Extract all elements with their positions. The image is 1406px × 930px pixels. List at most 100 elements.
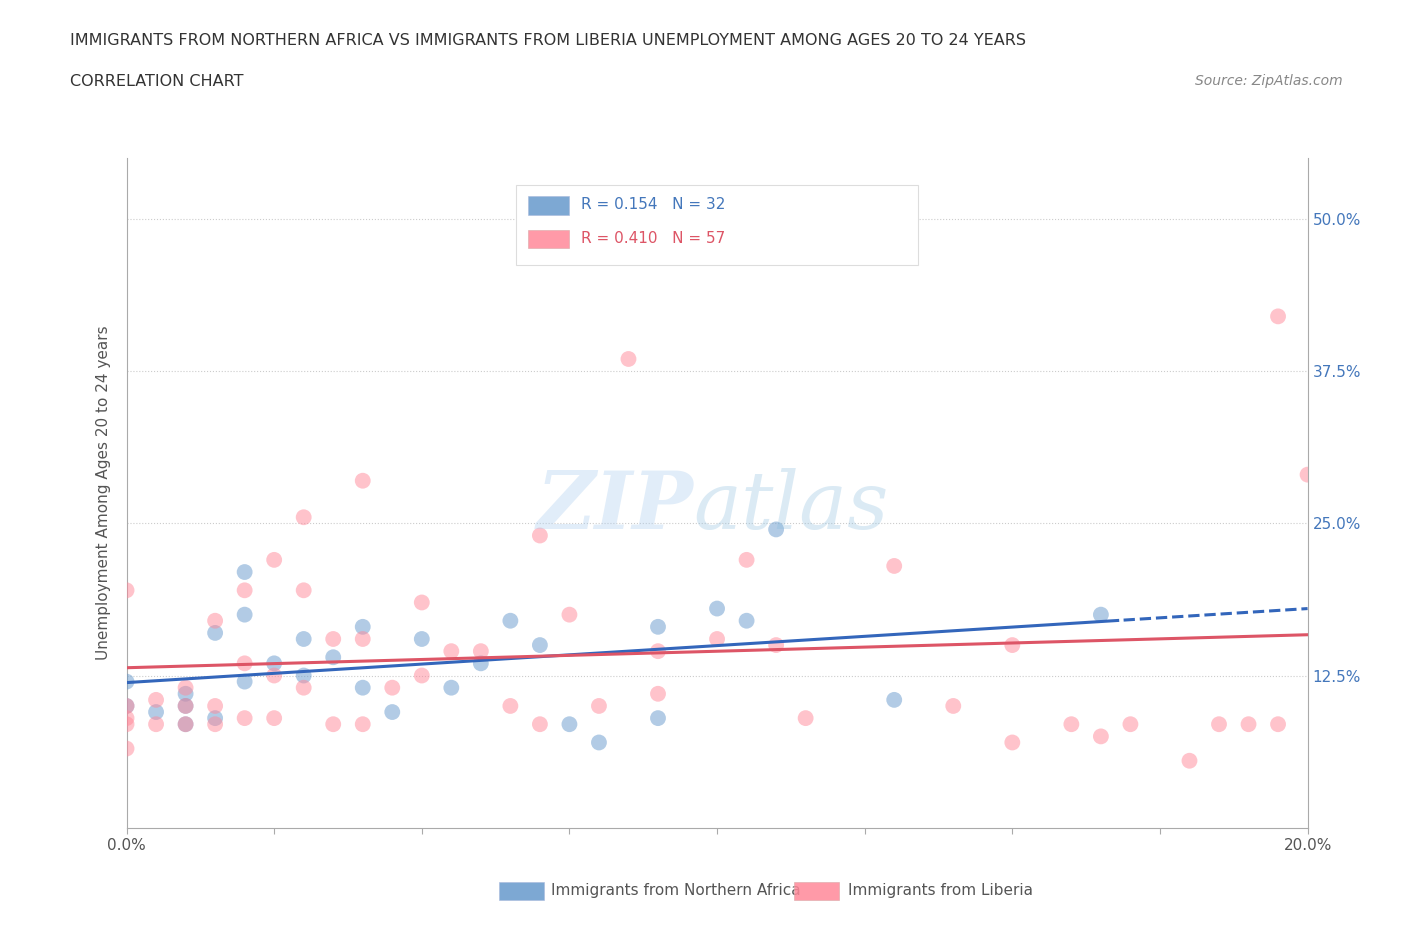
- Point: [233, 583, 256, 598]
- Point: [588, 735, 610, 750]
- Point: [174, 698, 197, 713]
- Point: [352, 619, 374, 634]
- Point: [292, 631, 315, 646]
- Point: [233, 607, 256, 622]
- Point: [529, 638, 551, 653]
- Point: [1208, 717, 1230, 732]
- Point: [440, 680, 463, 695]
- Point: [204, 711, 226, 725]
- Text: IMMIGRANTS FROM NORTHERN AFRICA VS IMMIGRANTS FROM LIBERIA UNEMPLOYMENT AMONG AG: IMMIGRANTS FROM NORTHERN AFRICA VS IMMIG…: [70, 33, 1026, 47]
- Point: [263, 711, 285, 725]
- Point: [883, 559, 905, 574]
- Point: [145, 717, 167, 732]
- Point: [529, 717, 551, 732]
- Point: [174, 698, 197, 713]
- Point: [499, 613, 522, 628]
- Y-axis label: Unemployment Among Ages 20 to 24 years: Unemployment Among Ages 20 to 24 years: [96, 326, 111, 660]
- Point: [115, 698, 138, 713]
- Point: [765, 638, 787, 653]
- Point: [647, 711, 669, 725]
- Point: [204, 698, 226, 713]
- Point: [292, 510, 315, 525]
- Text: Immigrants from Liberia: Immigrants from Liberia: [848, 884, 1033, 898]
- Point: [174, 717, 197, 732]
- Text: R = 0.154   N = 32: R = 0.154 N = 32: [581, 197, 725, 212]
- Point: [883, 693, 905, 708]
- Point: [352, 680, 374, 695]
- Point: [1119, 717, 1142, 732]
- Point: [1090, 607, 1112, 622]
- Point: [352, 473, 374, 488]
- Point: [322, 717, 344, 732]
- Point: [411, 631, 433, 646]
- Point: [292, 668, 315, 683]
- Text: Immigrants from Northern Africa: Immigrants from Northern Africa: [551, 884, 801, 898]
- Text: R = 0.410   N = 57: R = 0.410 N = 57: [581, 231, 725, 246]
- Text: ZIP: ZIP: [537, 468, 693, 545]
- Point: [233, 674, 256, 689]
- Point: [411, 668, 433, 683]
- Point: [440, 644, 463, 658]
- Point: [115, 717, 138, 732]
- Point: [1001, 735, 1024, 750]
- Point: [647, 619, 669, 634]
- Point: [233, 711, 256, 725]
- Point: [115, 711, 138, 725]
- Point: [292, 680, 315, 695]
- FancyBboxPatch shape: [529, 230, 569, 248]
- Point: [706, 631, 728, 646]
- Point: [115, 674, 138, 689]
- Point: [558, 607, 581, 622]
- Point: [292, 583, 315, 598]
- Point: [204, 613, 226, 628]
- FancyBboxPatch shape: [529, 196, 569, 215]
- Text: Source: ZipAtlas.com: Source: ZipAtlas.com: [1195, 74, 1343, 88]
- Point: [352, 717, 374, 732]
- Point: [263, 656, 285, 671]
- Point: [1001, 638, 1024, 653]
- Point: [470, 644, 492, 658]
- Point: [233, 565, 256, 579]
- Point: [381, 680, 404, 695]
- Point: [233, 656, 256, 671]
- Point: [204, 717, 226, 732]
- Point: [588, 698, 610, 713]
- Point: [411, 595, 433, 610]
- Point: [145, 693, 167, 708]
- Point: [263, 668, 285, 683]
- Point: [794, 711, 817, 725]
- Point: [115, 698, 138, 713]
- Point: [115, 741, 138, 756]
- Point: [263, 552, 285, 567]
- Point: [647, 686, 669, 701]
- Point: [1267, 717, 1289, 732]
- Text: CORRELATION CHART: CORRELATION CHART: [70, 74, 243, 89]
- Point: [145, 705, 167, 720]
- Point: [1237, 717, 1260, 732]
- Point: [647, 644, 669, 658]
- Point: [470, 656, 492, 671]
- Text: atlas: atlas: [693, 468, 889, 545]
- Point: [322, 650, 344, 665]
- Point: [617, 352, 640, 366]
- Point: [115, 583, 138, 598]
- Point: [1267, 309, 1289, 324]
- Point: [204, 626, 226, 641]
- Point: [529, 528, 551, 543]
- Point: [381, 705, 404, 720]
- Point: [174, 717, 197, 732]
- Point: [1060, 717, 1083, 732]
- Point: [499, 698, 522, 713]
- Point: [1090, 729, 1112, 744]
- Point: [735, 613, 758, 628]
- Point: [174, 686, 197, 701]
- Point: [174, 680, 197, 695]
- Point: [942, 698, 965, 713]
- Point: [322, 631, 344, 646]
- Point: [1296, 467, 1319, 482]
- Point: [558, 717, 581, 732]
- Point: [1178, 753, 1201, 768]
- Point: [735, 552, 758, 567]
- FancyBboxPatch shape: [516, 185, 918, 265]
- Point: [765, 522, 787, 537]
